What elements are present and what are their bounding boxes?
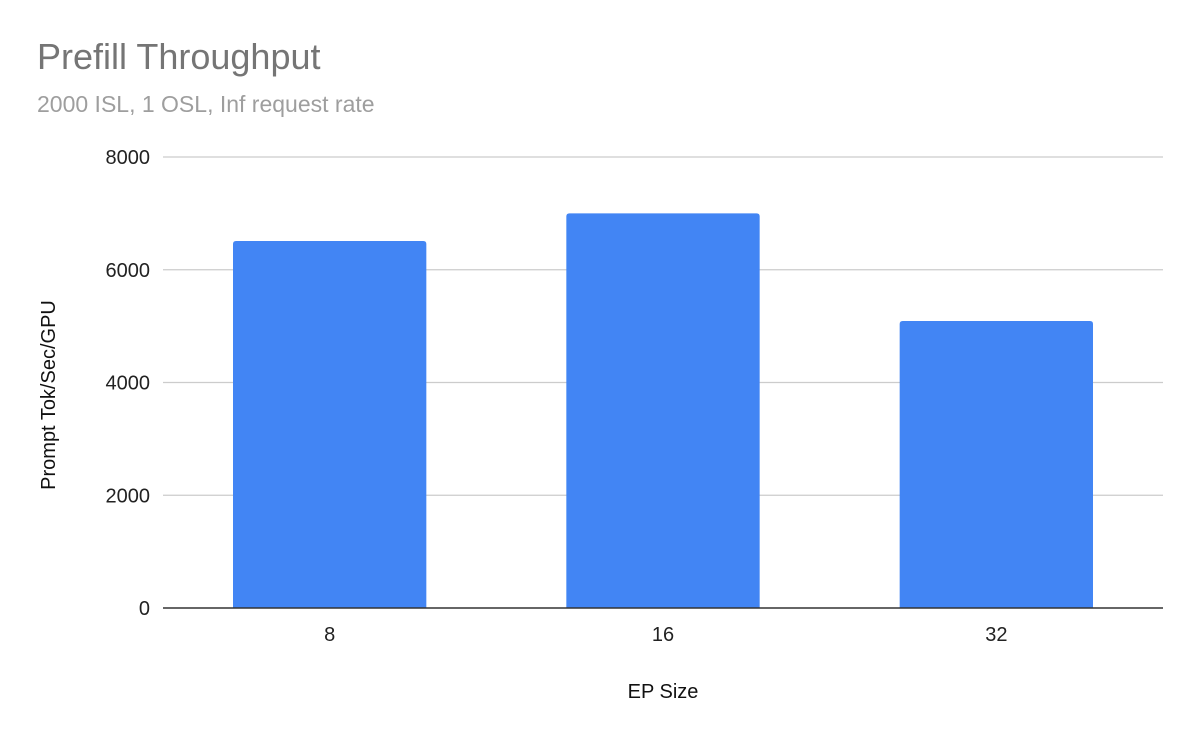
y-tick-label: 4000: [106, 373, 151, 395]
x-tick-label: 16: [652, 624, 674, 646]
y-tick-label: 6000: [106, 260, 151, 282]
y-tick-label: 8000: [106, 147, 151, 169]
bar-16: [566, 213, 760, 608]
x-tick-label: 32: [985, 624, 1007, 646]
chart-subtitle: 2000 ISL, 1 OSL, Inf request rate: [37, 91, 375, 117]
bar-32: [899, 321, 1093, 608]
x-tick-label: 8: [324, 624, 335, 646]
chart-title: Prefill Throughput: [37, 36, 321, 77]
y-tick-label: 2000: [106, 485, 151, 507]
x-axis-label: EP Size: [628, 681, 699, 703]
y-tick-label: 0: [139, 598, 150, 620]
y-axis-label: Prompt Tok/Sec/GPU: [38, 300, 60, 490]
bar-8: [233, 240, 427, 608]
